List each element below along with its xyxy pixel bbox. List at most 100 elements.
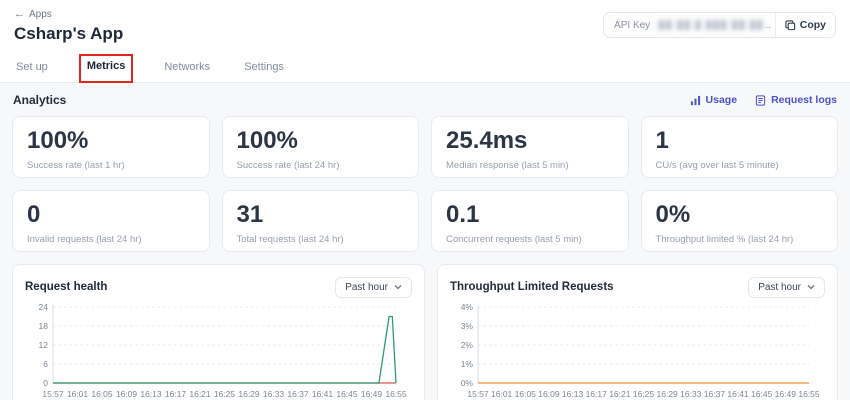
metric-card: 25.4ms Median response (last 5 min) [431, 116, 629, 178]
svg-text:16:25: 16:25 [633, 389, 655, 399]
metric-label: Success rate (last 24 hr) [236, 160, 340, 172]
svg-text:0%: 0% [461, 378, 474, 388]
tab-bar: Set up Metrics Networks Settings [0, 52, 850, 83]
metric-card: 0% Throughput limited % (last 24 hr) [640, 190, 838, 252]
metric-card: 100% Success rate (last 24 hr) [221, 116, 419, 178]
request-logs-link[interactable]: Request logs [755, 94, 837, 106]
svg-text:4%: 4% [461, 302, 474, 312]
metric-label: Total requests (last 24 hr) [236, 234, 344, 246]
metric-label: Concurrent requests (last 5 min) [446, 234, 582, 246]
svg-text:16:05: 16:05 [91, 389, 113, 399]
time-range-value: Past hour [758, 281, 801, 293]
svg-text:16:41: 16:41 [727, 389, 749, 399]
tab-set-up[interactable]: Set up [16, 61, 48, 73]
svg-text:16:55: 16:55 [385, 389, 407, 399]
svg-text:16:25: 16:25 [214, 389, 236, 399]
bar-chart-icon [690, 95, 700, 105]
metric-value: 100% [236, 127, 298, 154]
metric-label: CU/s (avg over last 5 minute) [655, 160, 779, 172]
svg-text:16:45: 16:45 [751, 389, 773, 399]
metric-cards-grid: 100% Success rate (last 1 hr) 100% Success … [12, 116, 838, 252]
usage-link[interactable]: Usage [690, 94, 738, 106]
svg-text:16:21: 16:21 [609, 389, 631, 399]
tab-metrics[interactable]: Metrics [78, 54, 134, 83]
chevron-down-icon [394, 285, 402, 290]
metric-value: 25.4ms [446, 127, 528, 154]
chart-title: Throughput Limited Requests [450, 281, 614, 293]
svg-text:15:57: 15:57 [42, 389, 64, 399]
svg-text:3%: 3% [461, 321, 474, 331]
metric-label: Throughput limited % (last 24 hr) [655, 234, 794, 246]
copy-label: Copy [799, 19, 826, 31]
chart-title: Request health [25, 281, 108, 293]
chevron-down-icon [807, 285, 815, 290]
metric-label: Success rate (last 1 hr) [27, 160, 125, 172]
copy-button[interactable]: Copy [774, 13, 835, 37]
metric-value: 1 [655, 127, 669, 154]
api-key-ellipsis: .. [765, 19, 771, 31]
svg-text:15:57: 15:57 [467, 389, 489, 399]
svg-text:16:21: 16:21 [189, 389, 211, 399]
svg-text:16:37: 16:37 [287, 389, 309, 399]
page-title: Csharp's App [14, 24, 124, 43]
metric-card: 0 Invalid requests (last 24 hr) [12, 190, 210, 252]
svg-text:1%: 1% [461, 359, 474, 369]
back-arrow-icon: ← [14, 8, 25, 20]
metric-value: 100% [27, 127, 89, 154]
svg-text:16:49: 16:49 [361, 389, 383, 399]
metric-value: 31 [236, 201, 264, 228]
metric-label: Median response (last 5 min) [446, 160, 569, 172]
svg-text:16:01: 16:01 [491, 389, 513, 399]
metric-value: 0% [655, 201, 691, 228]
chart-plot-area: 0 6 12 18 24 15:57 16:01 16:05 16:09 16:13 16:17 16… [25, 301, 412, 400]
svg-text:18: 18 [39, 321, 49, 331]
tab-settings[interactable]: Settings [244, 61, 284, 73]
back-label: Apps [29, 8, 52, 20]
svg-text:16:01: 16:01 [67, 389, 89, 399]
time-range-value: Past hour [345, 281, 388, 293]
metric-card: 0.1 Concurrent requests (last 5 min) [431, 190, 629, 252]
time-range-dropdown[interactable]: Past hour [748, 276, 825, 298]
metric-value: 0.1 [446, 201, 480, 228]
tab-networks[interactable]: Networks [164, 61, 211, 73]
svg-text:16:49: 16:49 [775, 389, 797, 399]
svg-text:16:45: 16:45 [336, 389, 358, 399]
svg-text:0: 0 [43, 378, 48, 388]
back-to-apps-link[interactable]: ← Apps [14, 6, 74, 24]
metric-card: 100% Success rate (last 1 hr) [12, 116, 210, 178]
svg-text:16:55: 16:55 [798, 389, 820, 399]
svg-text:16:17: 16:17 [165, 389, 187, 399]
svg-text:16:29: 16:29 [657, 389, 679, 399]
svg-text:16:37: 16:37 [704, 389, 726, 399]
charts-grid: Request health Past hour 0 6 12 18 24 15:57 16… [12, 264, 838, 400]
svg-text:16:41: 16:41 [312, 389, 334, 399]
svg-text:16:13: 16:13 [140, 389, 162, 399]
svg-text:16:33: 16:33 [263, 389, 285, 399]
svg-text:16:17: 16:17 [586, 389, 608, 399]
metric-value: 0 [27, 201, 41, 228]
logs-icon [755, 94, 766, 106]
request-health-chart-card: Request health Past hour 0 6 12 18 24 15:57 16… [12, 264, 425, 400]
usage-link-label: Usage [705, 94, 738, 106]
time-range-dropdown[interactable]: Past hour [335, 276, 412, 298]
svg-text:16:09: 16:09 [538, 389, 560, 399]
svg-text:16:33: 16:33 [680, 389, 702, 399]
metrics-content: Analytics Usage Request logs [0, 83, 850, 400]
request-logs-link-label: Request logs [771, 94, 837, 106]
svg-text:6: 6 [43, 359, 48, 369]
metric-label: Invalid requests (last 24 hr) [27, 234, 142, 246]
svg-text:16:09: 16:09 [116, 389, 138, 399]
metric-card: 1 CU/s (avg over last 5 minute) [640, 116, 838, 178]
svg-text:16:13: 16:13 [562, 389, 584, 399]
throughput-limited-chart-card: Throughput Limited Requests Past hour 0%… [437, 264, 838, 400]
svg-text:24: 24 [39, 302, 49, 312]
chart-plot-area: 0% 1% 2% 3% 4% 15:57 16:01 16:05 16:09 16:13 16:17… [450, 301, 825, 400]
api-key-label: API Key [614, 19, 651, 31]
svg-text:16:29: 16:29 [238, 389, 260, 399]
analytics-heading: Analytics [13, 93, 67, 107]
app-header: ← Apps Csharp's App API Key ██ ██ █ ███ … [0, 0, 850, 52]
api-key-masked-value: ██ ██ █ ███ ██ ██ ████ [658, 20, 764, 30]
api-key-field: API Key ██ ██ █ ███ ██ ██ ████ .. Copy [603, 12, 836, 38]
svg-text:16:05: 16:05 [515, 389, 537, 399]
copy-icon [785, 19, 795, 30]
